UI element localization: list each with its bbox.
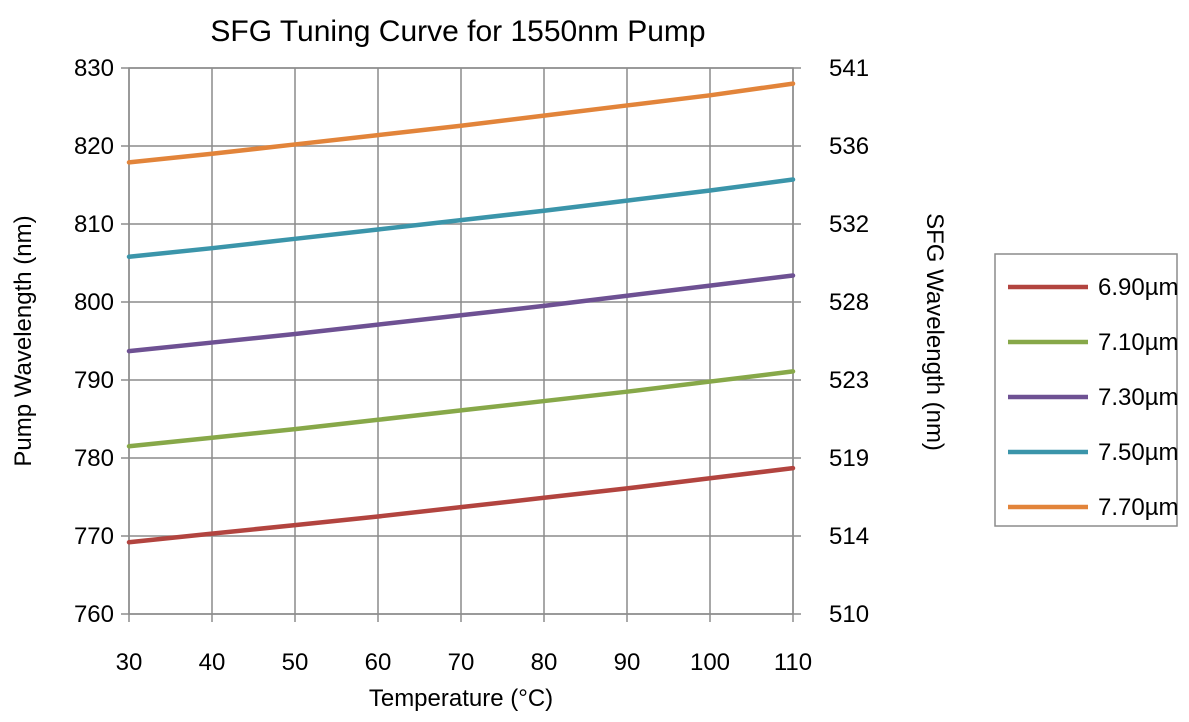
y2-tick-label: 528 xyxy=(829,289,869,316)
y2-tick-label: 519 xyxy=(829,445,869,472)
y-tick-label: 760 xyxy=(74,601,114,628)
x-tick-label: 90 xyxy=(614,649,641,676)
series-line-4 xyxy=(126,177,796,260)
y2-axis-ticks: 510 514 519 523 528 532 536 541 xyxy=(793,55,869,628)
x-tick-label: 80 xyxy=(531,649,558,676)
y2-tick-label: 541 xyxy=(829,55,869,82)
x-axis-ticks: 30 40 50 60 70 80 90 100 110 xyxy=(116,614,812,676)
x-tick-label: 60 xyxy=(365,649,392,676)
y-axis-label: Pump Wavelength (nm) xyxy=(10,215,37,466)
y-tick-label: 790 xyxy=(74,367,114,394)
legend-label: 7.50µm xyxy=(1098,439,1179,466)
series-line-2 xyxy=(126,369,796,449)
series-line-1 xyxy=(126,465,796,545)
series-line-3 xyxy=(126,273,796,354)
legend-label: 7.70µm xyxy=(1098,494,1179,521)
x-tick-label: 50 xyxy=(282,649,309,676)
y2-tick-label: 532 xyxy=(829,211,869,238)
y2-tick-label: 514 xyxy=(829,523,869,550)
y2-axis-label: SFG Wavelength (nm) xyxy=(921,213,948,451)
legend-label: 6.90µm xyxy=(1098,274,1179,301)
x-axis-label: Temperature (°C) xyxy=(369,685,553,712)
y2-tick-label: 536 xyxy=(829,133,869,160)
x-tick-label: 70 xyxy=(448,649,475,676)
y2-tick-label: 510 xyxy=(829,601,869,628)
series-line-5 xyxy=(126,81,796,165)
y-tick-label: 830 xyxy=(74,55,114,82)
series-lines xyxy=(126,81,796,545)
x-tick-label: 100 xyxy=(690,649,730,676)
y-axis-ticks: 760 770 780 790 800 810 820 830 xyxy=(74,55,129,628)
x-tick-label: 30 xyxy=(116,649,143,676)
x-tick-label: 40 xyxy=(199,649,226,676)
y-tick-label: 770 xyxy=(74,523,114,550)
legend: 6.90µm 7.10µm 7.30µm 7.50µm 7.70µm xyxy=(994,253,1179,527)
y-tick-label: 780 xyxy=(74,445,114,472)
legend-label: 7.30µm xyxy=(1098,384,1179,411)
y-tick-label: 800 xyxy=(74,289,114,316)
x-tick-label: 110 xyxy=(774,649,812,676)
y2-tick-label: 523 xyxy=(829,367,869,394)
chart-title: SFG Tuning Curve for 1550nm Pump xyxy=(210,15,705,48)
y-tick-label: 820 xyxy=(74,133,114,160)
legend-label: 7.10µm xyxy=(1098,329,1179,356)
legend-box xyxy=(994,253,1178,527)
y-tick-label: 810 xyxy=(74,211,114,238)
